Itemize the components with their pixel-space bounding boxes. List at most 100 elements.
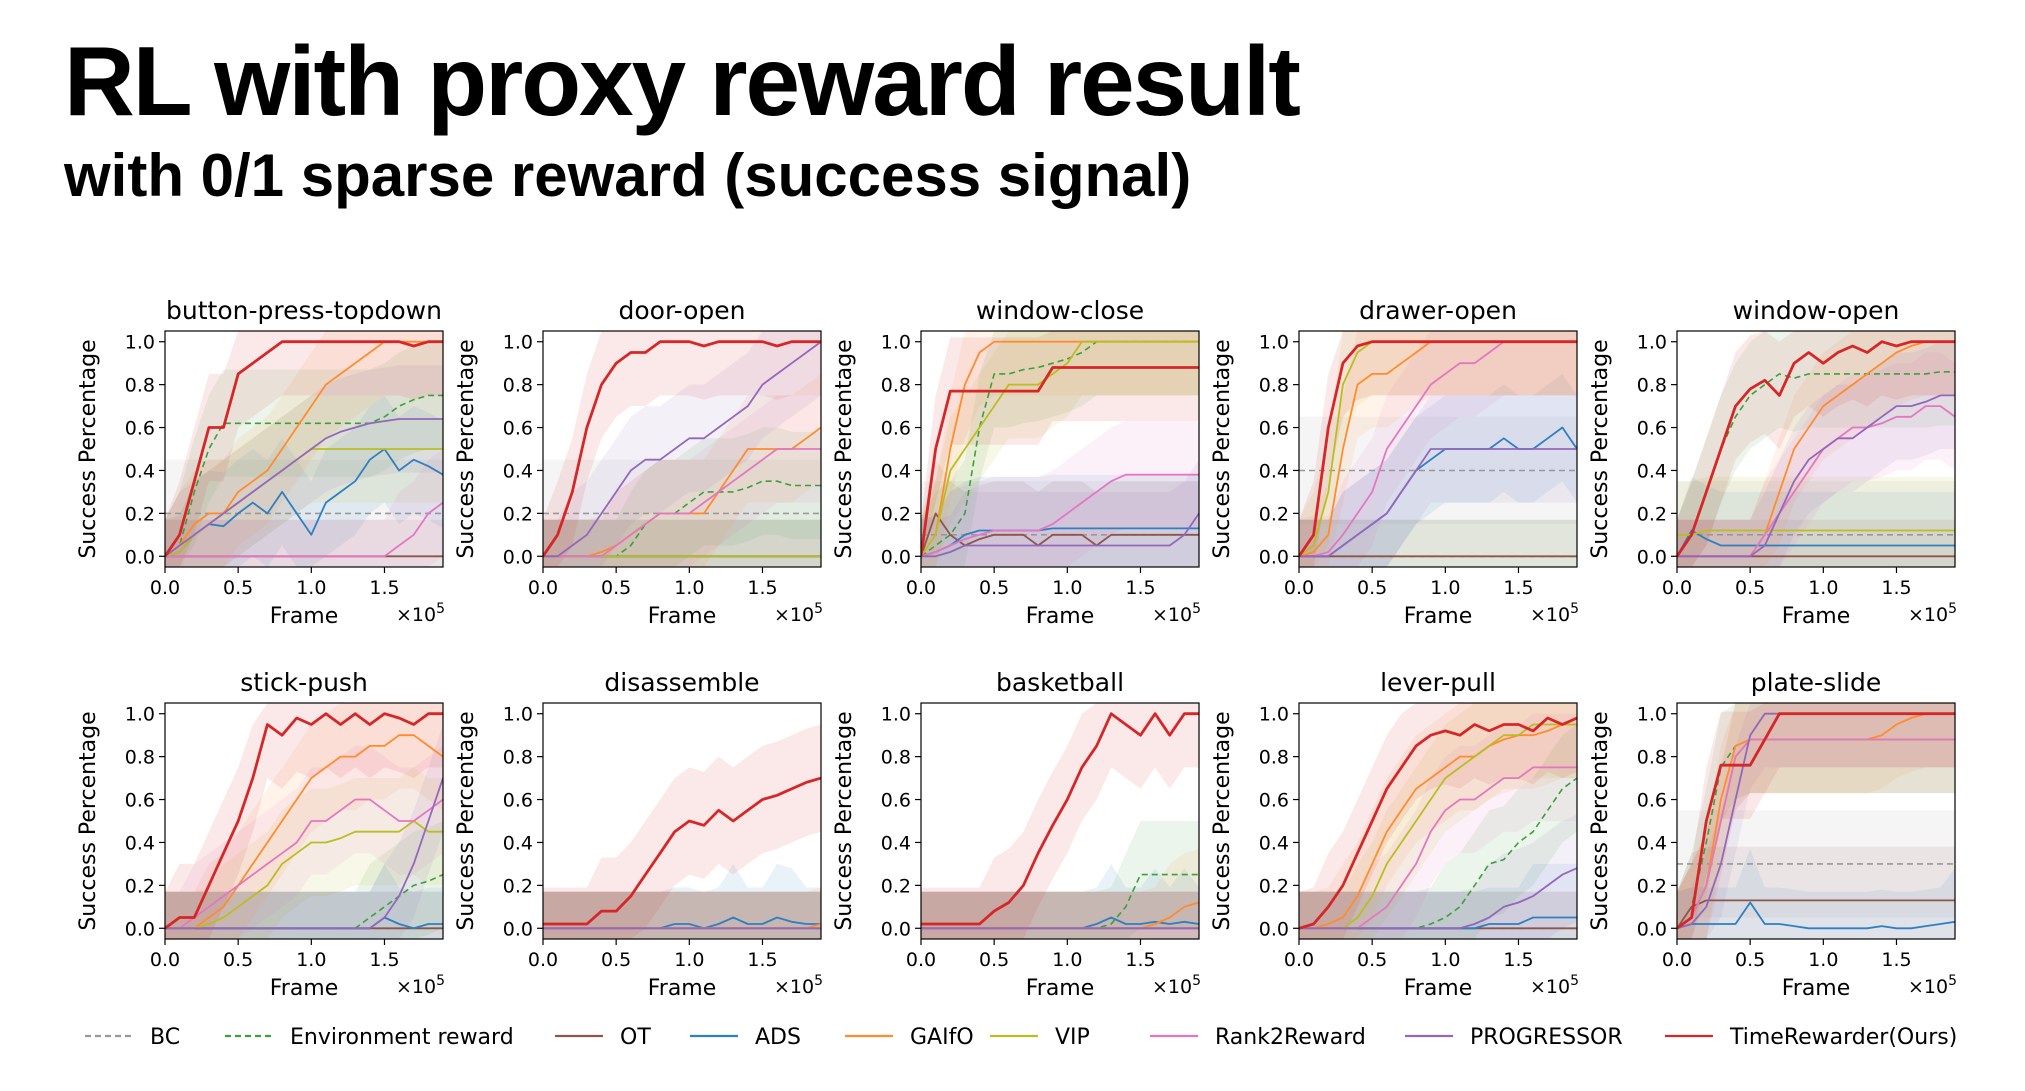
band-gaifo (165, 703, 443, 939)
chart-panels: button-press-topdown 0.0 0.2 0.4 0.6 0.8 1.0 0.… (76, 296, 1957, 1001)
panel-window-open: window-open 0.0 0.2 0.4 0.6 0.8 1.0 0.0 0.5 1.0 1.… (1588, 296, 1957, 629)
x-tick-label: 1.5 (369, 949, 399, 971)
y-tick-label: 0.0 (503, 546, 533, 568)
band-gaifo (1677, 331, 1955, 567)
band-rank2reward (921, 891, 1199, 939)
y-tick-label: 0.8 (125, 747, 155, 769)
band-bc (921, 891, 1199, 939)
x-tick-label: 1.0 (296, 577, 326, 599)
panel-title: window-open (1733, 296, 1900, 325)
x-tick-label: 1.5 (747, 577, 777, 599)
x-tick-label: 0.5 (1357, 949, 1387, 971)
y-tick-label: 0.4 (125, 832, 155, 854)
x-tick-label: 1.5 (1503, 949, 1533, 971)
y-tick-label: 0.6 (1259, 418, 1289, 440)
band-ot (1299, 891, 1577, 939)
series-line-rank2reward (165, 798, 443, 930)
band-rank2reward (1677, 703, 1955, 939)
series-line-rank2reward (165, 501, 443, 558)
series-line-timerewarder-ours (543, 340, 821, 558)
plot-area (1677, 703, 1955, 939)
band-environment-reward (1677, 331, 1955, 567)
series-line-environment-reward (1299, 777, 1577, 930)
y-tick-label: 1.0 (125, 332, 155, 354)
y-tick-label: 0.8 (881, 747, 911, 769)
plot-area (543, 331, 821, 567)
y-tick-label: 0.8 (125, 375, 155, 397)
band-progressor (921, 891, 1199, 939)
y-tick-label: 1.0 (125, 704, 155, 726)
series-line-progressor (165, 418, 443, 558)
y-tick-label: 0.6 (1259, 790, 1289, 812)
y-tick-label: 0.2 (1259, 875, 1289, 897)
x-axis-label: Frame (270, 976, 339, 1001)
y-tick-label: 0.0 (881, 918, 911, 940)
panel-button-press-topdown: button-press-topdown 0.0 0.2 0.4 0.6 0.8 1.0 0.… (76, 296, 445, 629)
x-scale-label: ×105 (1908, 601, 1957, 626)
y-tick-label: 0.2 (881, 503, 911, 525)
y-tick-label: 0.6 (881, 790, 911, 812)
x-tick-label: 0.0 (528, 577, 558, 599)
x-tick-label: 0.5 (601, 577, 631, 599)
legend-label: VIP (1055, 1025, 1090, 1050)
y-tick-label: 1.0 (881, 704, 911, 726)
y-axis-label: Success Percentage (1210, 339, 1235, 558)
y-tick-label: 1.0 (1637, 704, 1667, 726)
x-tick-label: 0.5 (1735, 949, 1765, 971)
y-axis-label: Success Percentage (76, 711, 101, 930)
x-tick-label: 0.5 (601, 949, 631, 971)
series-line-rank2reward (543, 448, 821, 558)
y-axis-label: Success Percentage (454, 711, 479, 930)
band-ot (165, 519, 443, 567)
panel-stick-push: stick-push 0.0 0.2 0.4 0.6 0.8 1.0 0.0 0.5 1.0 1.5… (76, 668, 445, 1001)
band-ot (1677, 519, 1955, 567)
y-tick-label: 0.2 (1637, 875, 1667, 897)
x-axis-label: Frame (1782, 976, 1851, 1001)
y-tick-label: 0.2 (881, 875, 911, 897)
y-tick-label: 1.0 (1259, 332, 1289, 354)
series-line-timerewarder-ours (1299, 340, 1577, 558)
band-rank2reward (1299, 713, 1577, 939)
band-bc (543, 891, 821, 939)
series-line-progressor (1299, 867, 1577, 930)
series-line-ot (1677, 899, 1955, 929)
band-environment-reward (921, 821, 1199, 939)
band-ot (1677, 846, 1955, 939)
band-vip (1677, 476, 1955, 567)
band-vip (165, 767, 443, 939)
x-scale-label: ×105 (1152, 973, 1201, 998)
x-tick-label: 1.0 (1808, 577, 1838, 599)
band-gaifo (543, 887, 821, 939)
x-tick-label: 1.5 (747, 949, 777, 971)
band-environment-reward (543, 427, 821, 567)
x-tick-label: 0.0 (1284, 949, 1314, 971)
band-timerewarder-ours (165, 703, 443, 939)
y-axis-label: Success Percentage (1588, 339, 1613, 558)
legend-item-environment-reward: Environment reward (225, 1025, 514, 1050)
series-line-timerewarder-ours (1677, 340, 1955, 558)
x-tick-label: 1.5 (1125, 577, 1155, 599)
plot-area (921, 703, 1199, 939)
y-tick-label: 0.8 (503, 747, 533, 769)
y-tick-label: 0.4 (1637, 460, 1667, 482)
band-ot (543, 519, 821, 567)
band-gaifo (543, 373, 821, 567)
y-tick-label: 0.4 (881, 832, 911, 854)
band-rank2reward (1299, 331, 1577, 567)
band-timerewarder-ours (543, 331, 821, 567)
panel-lever-pull: lever-pull 0.0 0.2 0.4 0.6 0.8 1.0 0.0 0.5 1.0 1.5… (1210, 668, 1579, 1001)
band-ads (1677, 848, 1955, 939)
series-line-vip (1299, 723, 1577, 930)
x-tick-label: 0.0 (1662, 949, 1692, 971)
y-tick-label: 0.2 (1259, 503, 1289, 525)
x-scale-label: ×105 (396, 973, 445, 998)
x-tick-label: 0.0 (906, 577, 936, 599)
y-tick-label: 1.0 (881, 332, 911, 354)
legend-label: TimeRewarder(Ours) (1729, 1025, 1957, 1050)
y-tick-label: 1.0 (503, 332, 533, 354)
band-rank2reward (543, 395, 821, 567)
y-tick-label: 1.0 (1259, 704, 1289, 726)
legend-label: GAIfO (910, 1025, 974, 1050)
y-tick-label: 0.4 (881, 460, 911, 482)
band-ot (1299, 519, 1577, 567)
